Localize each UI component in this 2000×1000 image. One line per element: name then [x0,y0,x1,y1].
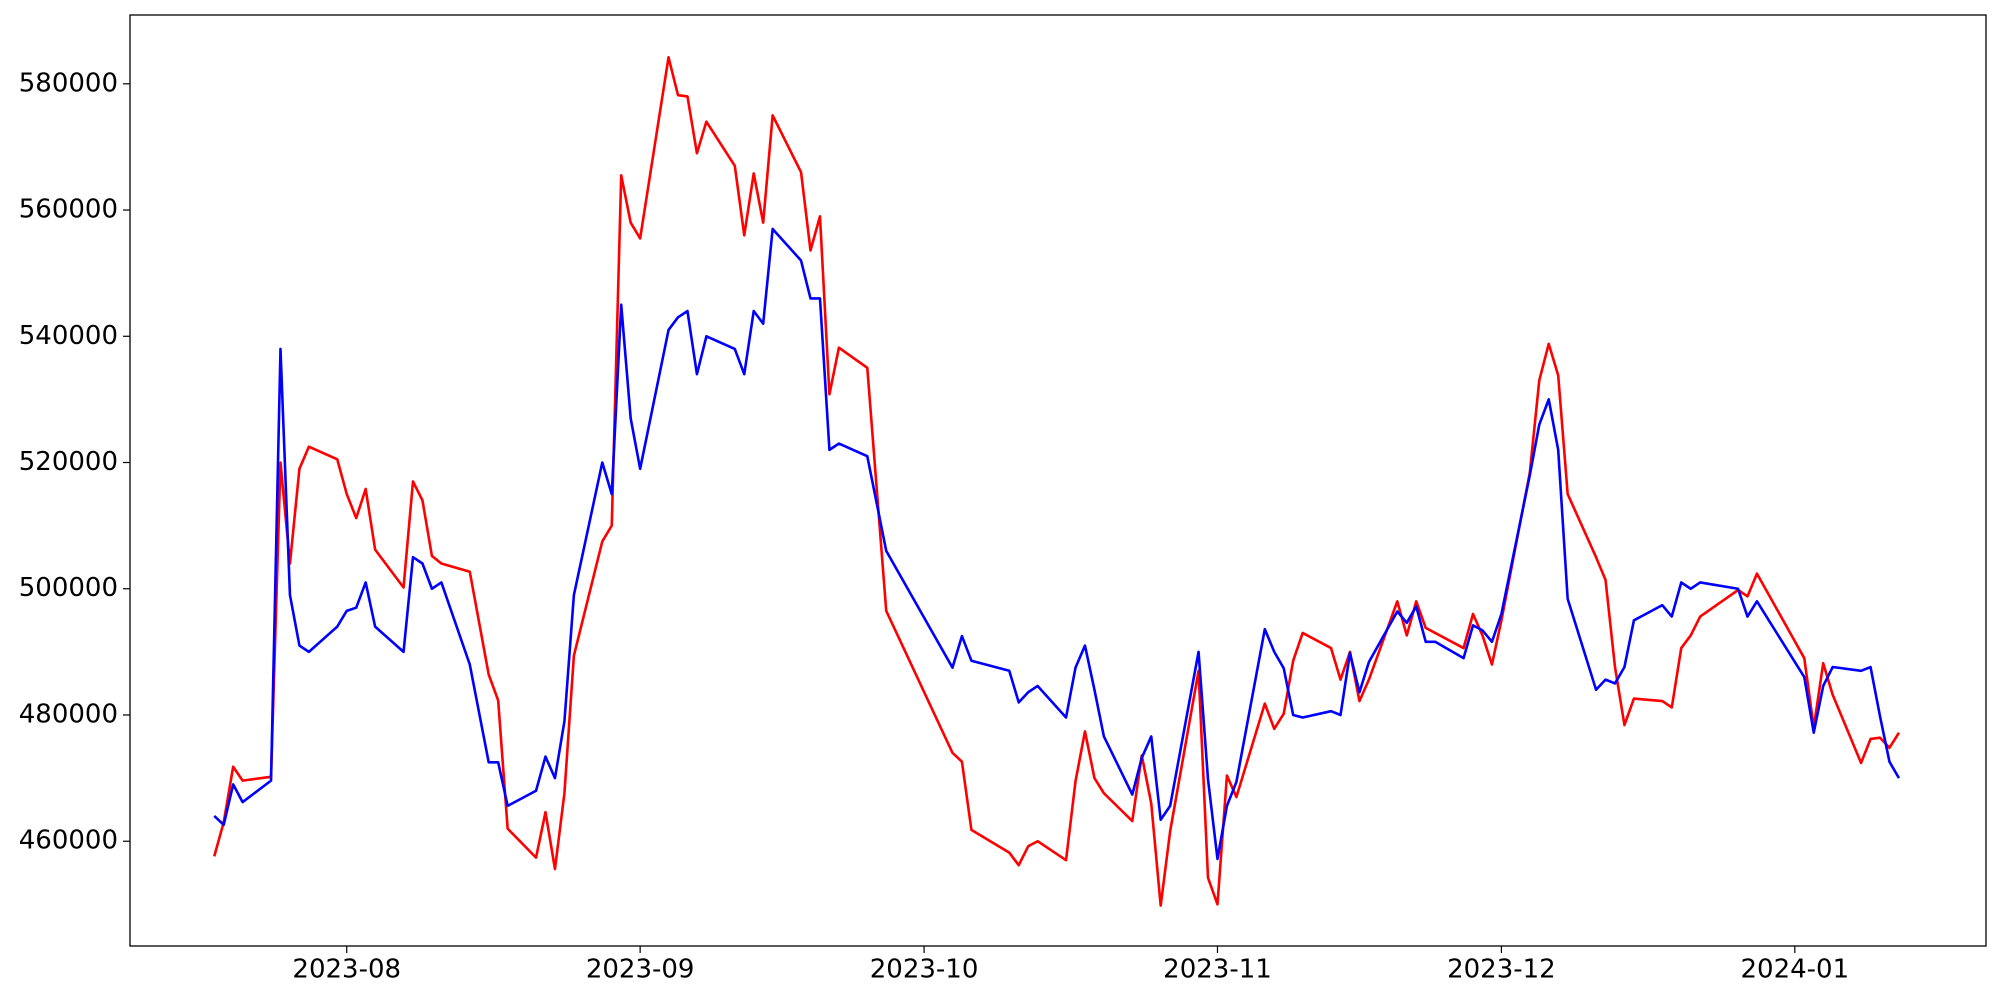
x-tick-label: 2023-10 [870,955,979,985]
series-line [213,227,1901,861]
y-tick-label: 480000 [19,699,118,729]
y-tick-label: 560000 [19,195,118,225]
x-tick-label: 2024-01 [1740,955,1849,985]
y-tick-label: 540000 [19,321,118,351]
x-tick-label: 2023-08 [292,955,401,985]
y-tick-label: 520000 [19,447,118,477]
y-tick-label: 500000 [19,573,118,603]
x-tick-label: 2023-12 [1447,955,1556,985]
plot-frame [129,14,1987,947]
x-tick-label: 2023-09 [586,955,695,985]
series-line [212,55,1901,907]
x-tick-label: 2023-11 [1163,955,1272,985]
y-tick-label: 460000 [19,826,118,856]
y-tick-label: 580000 [19,68,118,98]
